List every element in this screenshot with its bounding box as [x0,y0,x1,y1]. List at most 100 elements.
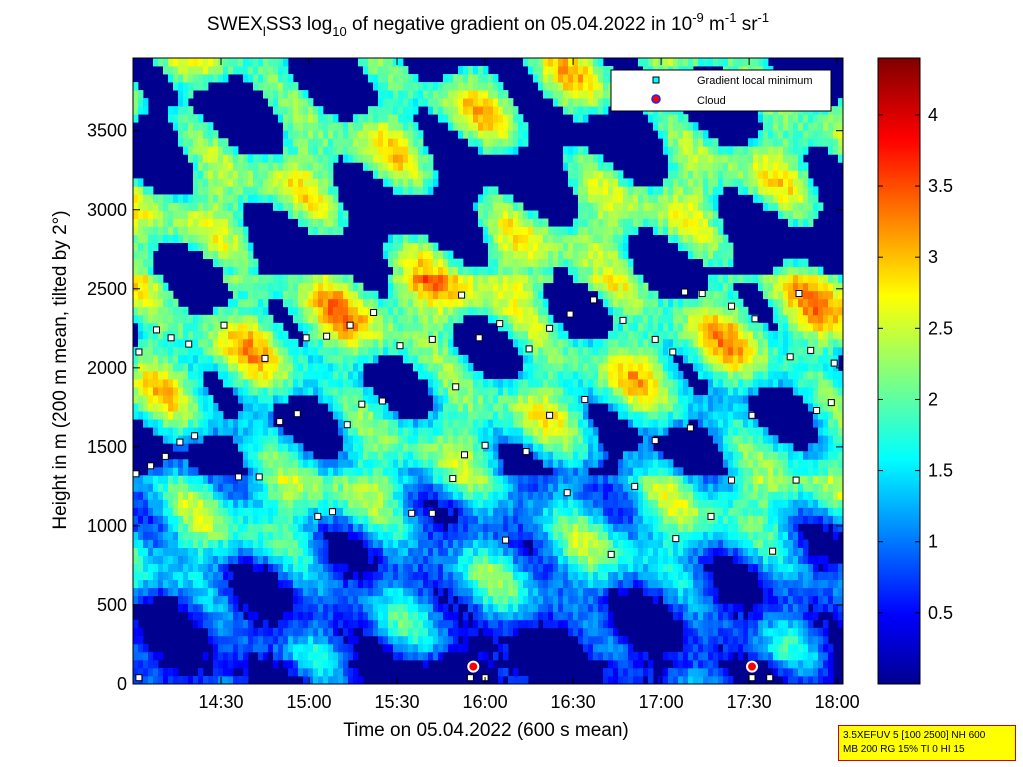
heatmap-cell [518,523,524,532]
heatmap-cell [288,338,294,348]
heatmap-cell [383,499,389,508]
heatmap-cell [223,547,229,556]
heatmap-cell [283,643,289,653]
heatmap-cell [473,587,479,597]
heatmap-cell [218,354,224,364]
heatmap-cell [138,475,144,484]
heatmap-cell [408,523,414,532]
heatmap-cell [273,627,279,637]
heatmap-cell [718,435,724,444]
heatmap-cell [548,435,554,444]
heatmap-cell [768,579,774,589]
heatmap-cell [823,403,829,412]
heatmap-cell [448,346,454,356]
heatmap-cell [673,507,679,516]
heatmap-cell [288,635,294,645]
heatmap-cell [428,362,434,372]
heatmap-cell [168,675,174,684]
heatmap-cell [168,579,174,589]
heatmap-cell [348,459,354,468]
heatmap-cell [533,362,539,372]
heatmap-cell [758,651,764,661]
heatmap-cell [488,459,494,468]
heatmap-cell [588,603,594,613]
heatmap-cell [533,403,539,412]
heatmap-cell [618,387,624,396]
heatmap-cell [308,362,314,372]
heatmap-cell [838,587,843,597]
heatmap-cell [443,547,449,556]
heatmap-cell [543,523,549,532]
heatmap-cell [483,387,489,396]
heatmap-cell [803,547,809,556]
heatmap-cell [198,539,204,548]
heatmap-cell [608,555,614,565]
heatmap-cell [383,491,389,500]
heatmap-cell [448,411,454,420]
heatmap-cell [208,411,214,420]
heatmap-cell [423,330,429,340]
heatmap-cell [353,435,359,444]
heatmap-cell [408,419,414,428]
heatmap-cell [413,515,419,524]
heatmap-cell [463,395,469,404]
heatmap-cell [478,539,484,548]
heatmap-cell [298,379,304,388]
heatmap-cell [538,371,544,380]
heatmap-cell [758,627,764,637]
heatmap-cell [663,379,669,388]
heatmap-cell [458,387,464,396]
heatmap-cell [483,603,489,613]
heatmap-cell [708,499,714,508]
heatmap-cell [288,619,294,629]
heatmap-cell [358,531,364,540]
heatmap-cell [513,491,519,500]
heatmap-cell [548,379,554,388]
heatmap-cell [748,611,754,621]
heatmap-cell [648,667,654,677]
heatmap-cell [133,371,139,380]
heatmap-cell [343,475,349,484]
heatmap-cell [578,419,584,428]
heatmap-cell [423,475,429,484]
heatmap-cell [433,443,439,452]
heatmap-cell [453,531,459,540]
heatmap-cell [533,427,539,436]
heatmap-cell [368,330,374,340]
heatmap-cell [378,338,384,348]
heatmap-cell [803,387,809,396]
heatmap-cell [213,619,219,629]
heatmap-cell [278,627,284,637]
heatmap-cell [573,395,579,404]
heatmap-cell [288,611,294,621]
heatmap-cell [233,651,239,661]
heatmap-cell [343,443,349,452]
heatmap-cell [573,346,579,356]
heatmap-cell [598,354,604,364]
heatmap-cell [358,483,364,492]
heatmap-cell [438,531,444,540]
heatmap-cell [168,515,174,524]
heatmap-cell [488,467,494,476]
heatmap-cell [293,371,299,380]
heatmap-cell [833,346,839,356]
heatmap-cell [403,523,409,532]
heatmap-cell [373,338,379,348]
heatmap-cell [438,475,444,484]
heatmap-cell [383,475,389,484]
heatmap-cell [268,491,274,500]
heatmap-cell [398,643,404,653]
heatmap-cell [683,419,689,428]
heatmap-cell [133,379,139,388]
heatmap-cell [823,387,829,396]
heatmap-cell [373,619,379,629]
heatmap-cell [648,587,654,597]
heatmap-cell [348,595,354,605]
heatmap-cell [833,611,839,621]
heatmap-cell [638,354,644,364]
heatmap-cell [788,651,794,661]
heatmap-cell [373,507,379,516]
heatmap-cell [333,322,339,332]
heatmap-cell [588,563,594,573]
heatmap-cell [388,611,394,621]
